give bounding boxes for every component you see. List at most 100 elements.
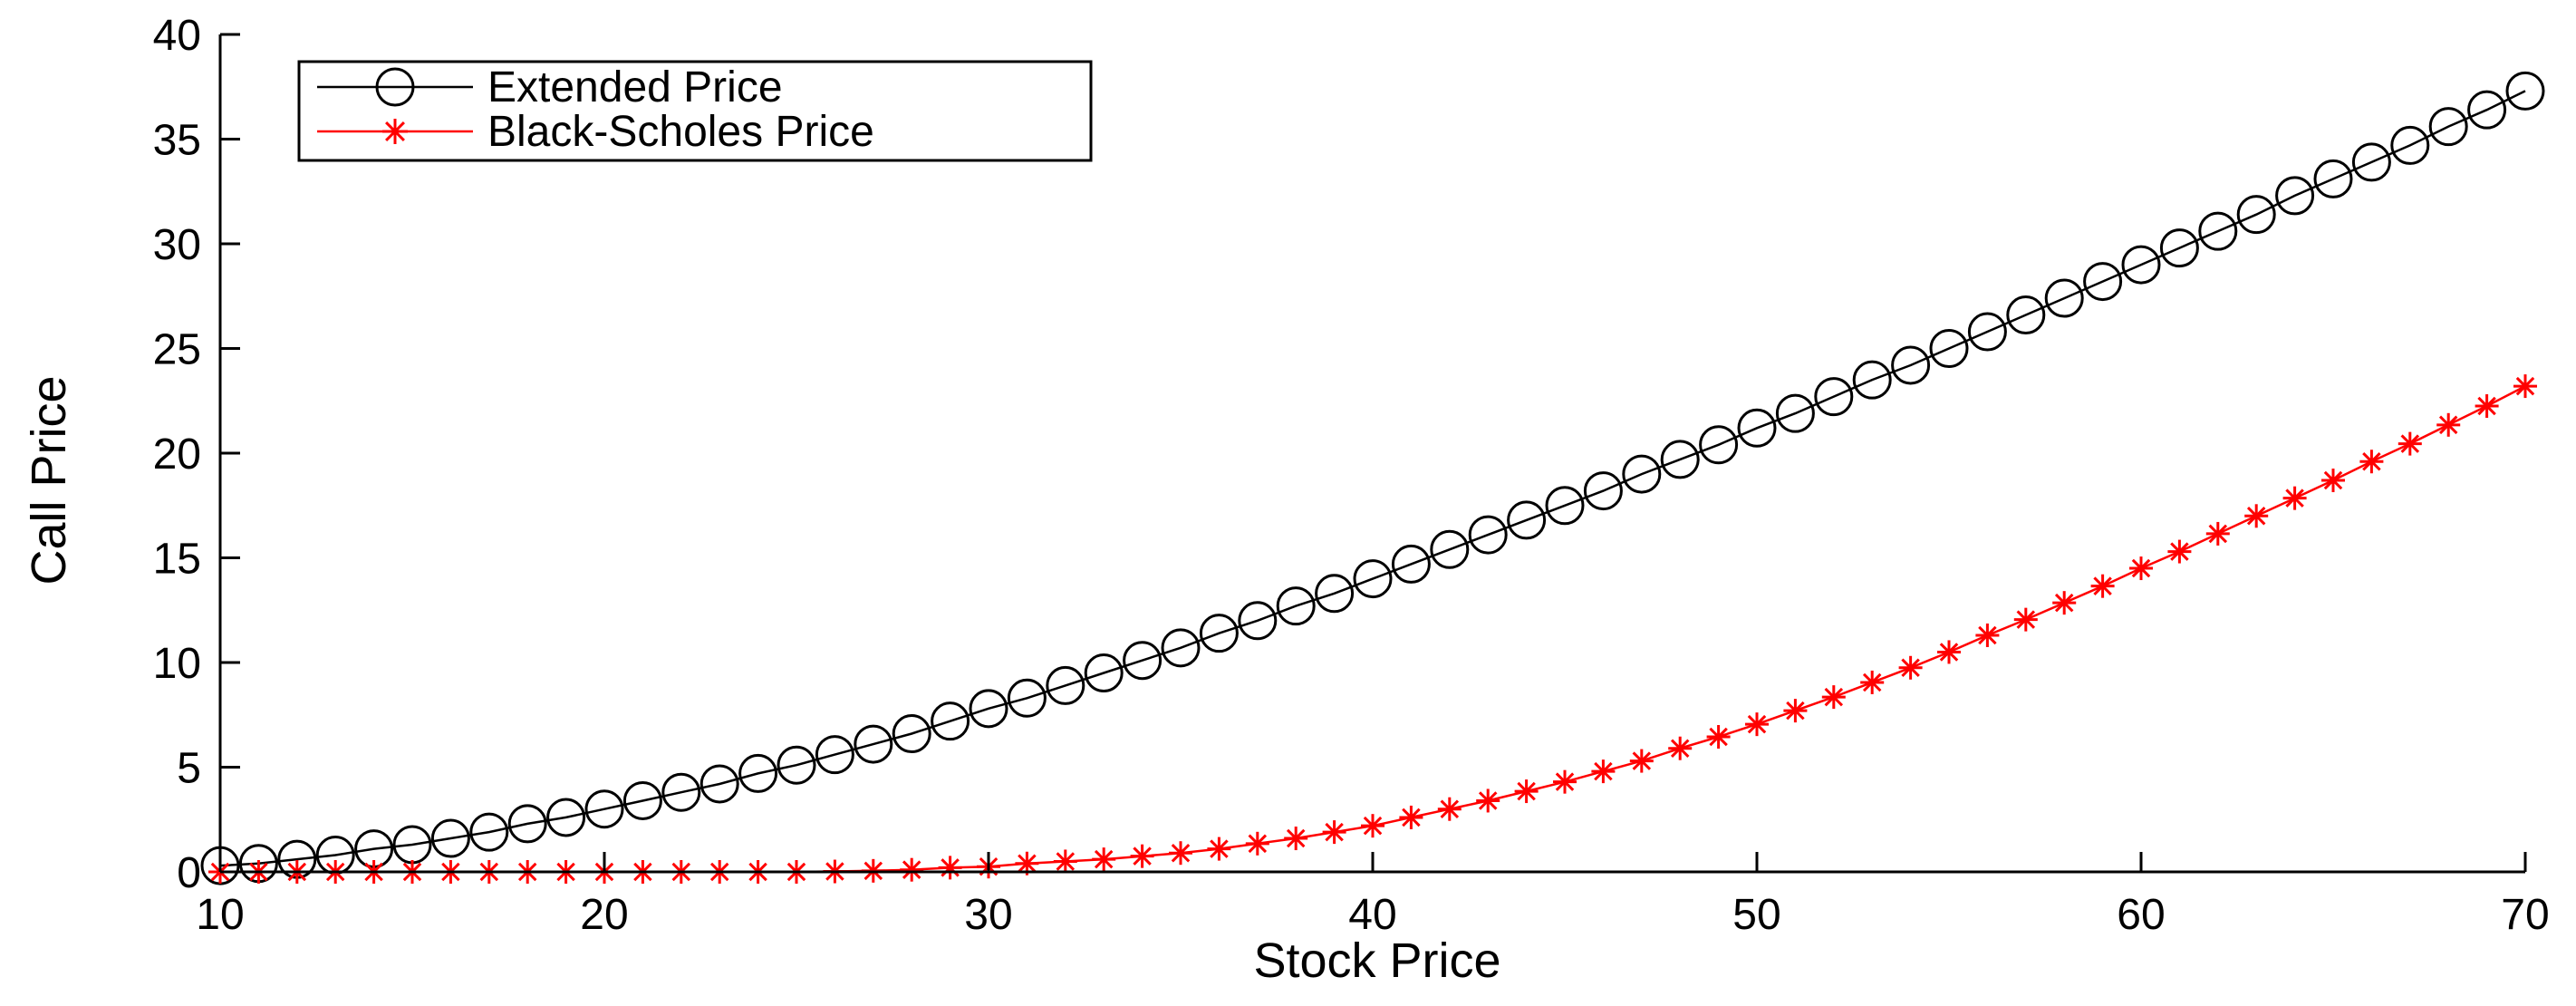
x-tick-label: 70 [2501, 891, 2549, 939]
data-point [1668, 736, 1693, 760]
data-point [1276, 586, 1316, 626]
data-point [777, 745, 816, 785]
data-point [2083, 262, 2123, 302]
data-point [1591, 759, 1616, 784]
data-point [1937, 640, 1961, 664]
data-point [2044, 278, 2084, 318]
data-point [1161, 628, 1201, 668]
data-point [2244, 504, 2269, 528]
data-point [1783, 699, 1808, 723]
data-point [1514, 779, 1539, 804]
data-point [938, 856, 962, 880]
data-point [1437, 797, 1462, 821]
data-point [1814, 377, 1854, 417]
y-axis-label: Call Price [22, 375, 76, 585]
data-point [1007, 678, 1047, 718]
data-point [2513, 374, 2537, 399]
data-point [2282, 486, 2307, 510]
y-tick-label: 40 [153, 12, 201, 60]
data-point [2475, 394, 2499, 419]
data-point [1476, 788, 1500, 813]
data-point [1123, 641, 1163, 681]
data-point [1284, 827, 1308, 851]
data-point [1706, 725, 1731, 750]
data-point [2275, 176, 2315, 216]
data-point [1507, 500, 1547, 540]
data-point [1699, 425, 1739, 465]
data-point [1169, 841, 1192, 866]
y-tick-label: 10 [153, 640, 201, 688]
data-point [1322, 820, 1346, 845]
data-point [2505, 71, 2545, 111]
legend-entry-black-scholes-price: Black-Scholes Price [317, 108, 874, 156]
y-tick-label: 25 [153, 326, 201, 374]
data-point [546, 798, 586, 837]
data-point [1084, 653, 1124, 693]
data-point [661, 772, 701, 812]
data-point [2205, 521, 2230, 546]
data-point [2236, 195, 2276, 235]
data-point [1238, 601, 1278, 641]
data-point [622, 780, 662, 820]
data-point [1898, 655, 1923, 680]
data-point [1775, 393, 1815, 433]
x-tick-label: 60 [2117, 891, 2165, 939]
y-tick-label: 5 [177, 745, 201, 793]
data-point [2313, 159, 2353, 198]
data-point [1391, 544, 1431, 584]
x-tick-label: 40 [1348, 891, 1396, 939]
data-point [1629, 749, 1654, 773]
data-point [2006, 295, 2046, 335]
data-point [2359, 450, 2384, 474]
y-tick-label: 35 [153, 117, 201, 165]
legend-entry-extended-price: Extended Price [317, 63, 783, 111]
data-point [738, 753, 778, 793]
legend-label-extended-price: Extended Price [487, 63, 783, 111]
data-point [2390, 125, 2430, 165]
data-point [1737, 408, 1777, 448]
data-point [1891, 345, 1931, 385]
legend-marker-asterisk-icon [382, 119, 408, 144]
series-black-scholes-price [208, 374, 2537, 884]
data-point [1245, 831, 1269, 856]
x-tick-label: 30 [964, 891, 1012, 939]
data-point [2167, 539, 2192, 564]
data-point [1046, 665, 1085, 705]
data-point [1430, 529, 1470, 569]
data-point [2398, 431, 2422, 456]
data-point [2090, 574, 2115, 598]
data-point [1399, 805, 1423, 829]
data-point [1130, 844, 1154, 868]
series-layer [200, 71, 2545, 885]
series-line [219, 90, 2526, 867]
data-point [699, 764, 739, 804]
data-point [1468, 515, 1508, 555]
data-point [1583, 471, 1623, 511]
y-tick-label: 15 [153, 536, 201, 584]
y-tick-label: 0 [177, 849, 201, 897]
data-point [2351, 142, 2391, 182]
legend-label-black-scholes-price: Black-Scholes Price [487, 108, 874, 156]
data-point [815, 735, 854, 775]
data-point [1745, 712, 1769, 737]
x-tick-label: 10 [196, 891, 244, 939]
data-point [854, 724, 893, 764]
data-point [2321, 469, 2345, 493]
data-point [1929, 329, 1969, 368]
data-point [1852, 360, 1892, 400]
data-point [1967, 312, 2007, 352]
data-point [2159, 228, 2199, 268]
data-point [2428, 107, 2468, 147]
x-tick-label: 20 [580, 891, 628, 939]
data-point [1622, 454, 1662, 494]
data-point [2121, 245, 2161, 285]
data-point [584, 789, 624, 829]
x-axis-ticks: 10 20 30 40 50 60 70 [196, 852, 2550, 939]
data-point [507, 804, 547, 844]
data-point [1553, 769, 1577, 794]
data-point [1353, 559, 1393, 599]
data-point [931, 701, 970, 741]
data-point [969, 689, 1008, 729]
data-point [1207, 837, 1231, 861]
